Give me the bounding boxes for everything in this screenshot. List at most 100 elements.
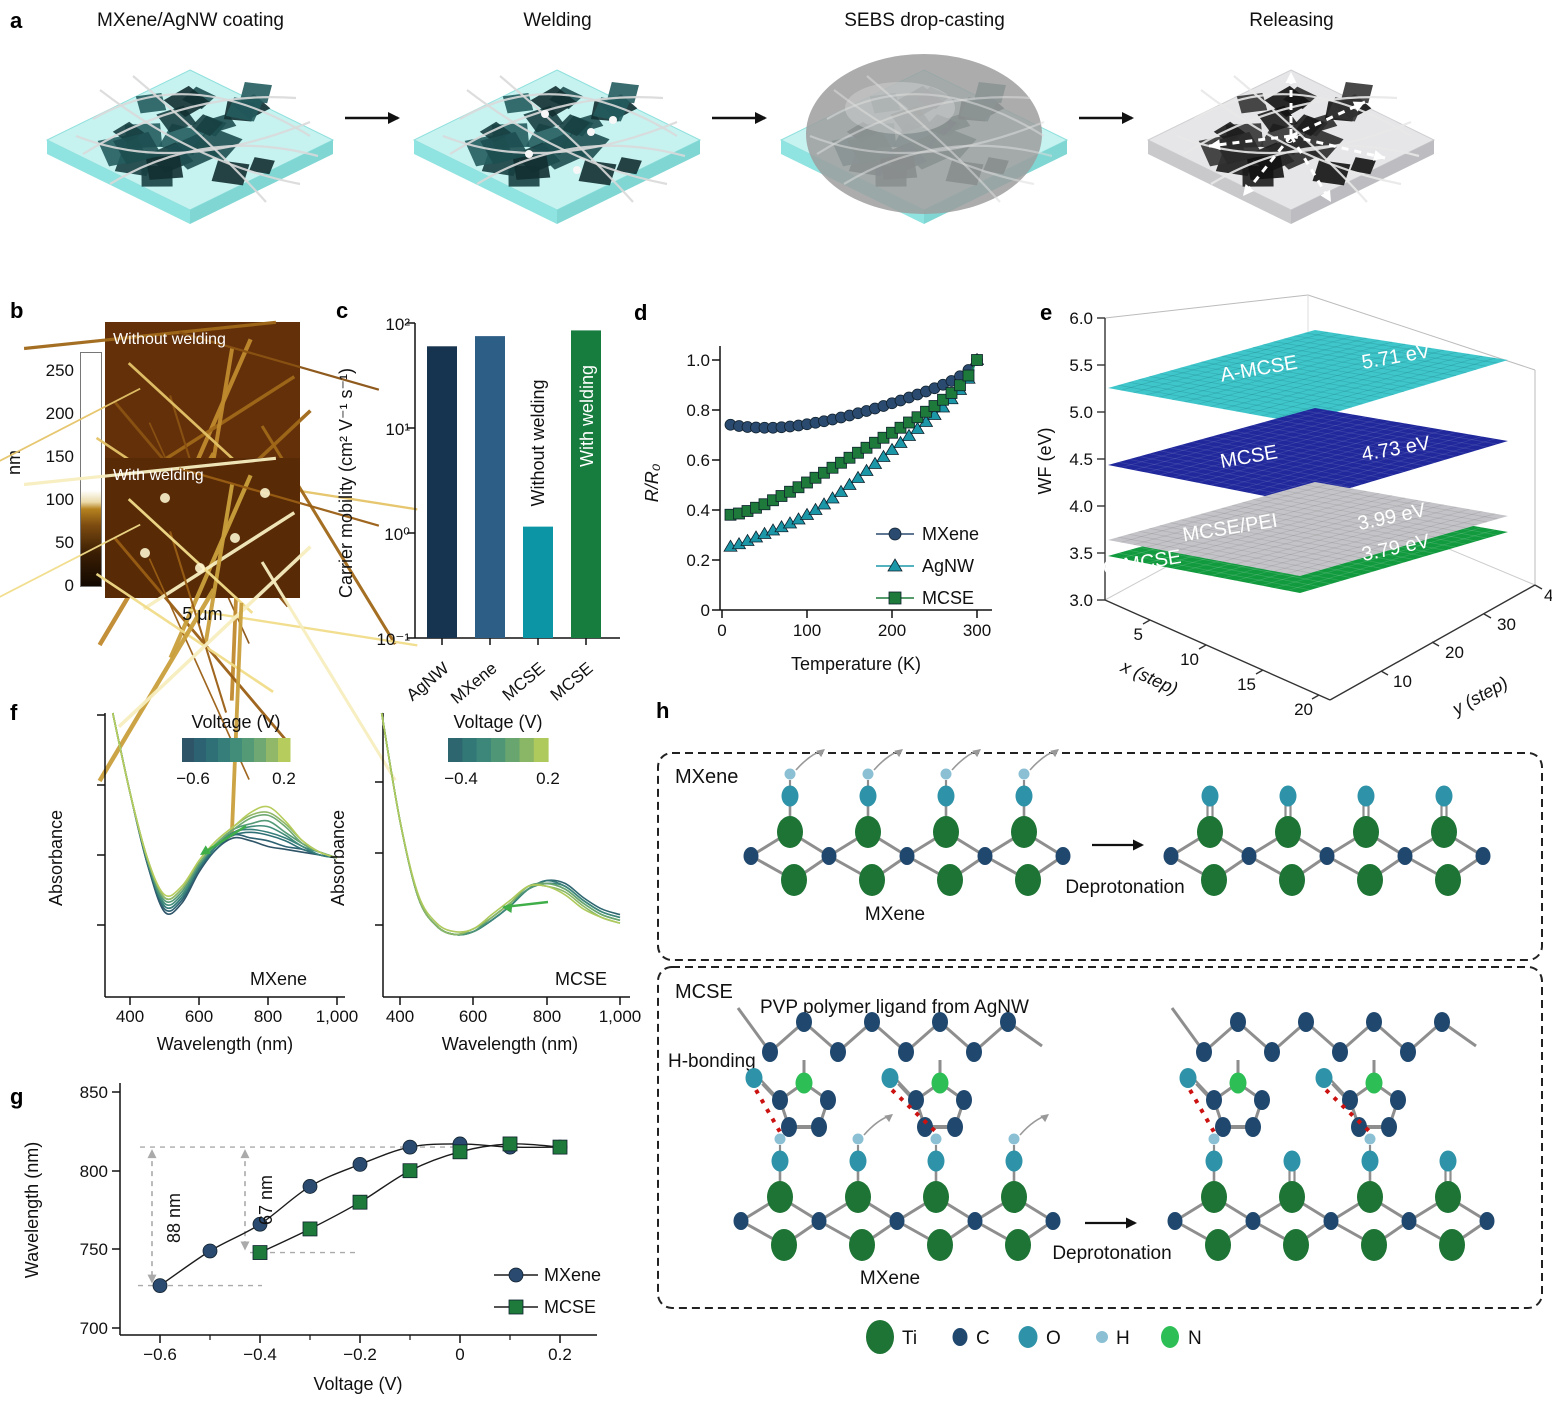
box1-process-label: Deprotonation: [1065, 877, 1184, 898]
d-xtick: 0: [717, 621, 726, 640]
f2-corner-label: MCSE: [555, 969, 607, 989]
c-ytick: 10⁰: [384, 525, 410, 544]
ti-atom-icon: [866, 1320, 894, 1354]
e-ztick: 4.5: [1069, 450, 1093, 469]
h-atom-icon: [1096, 1331, 1108, 1343]
g-ytick: 750: [80, 1240, 108, 1259]
afm-image-label: Without welding: [113, 331, 226, 348]
f1-xtick: 600: [185, 1007, 213, 1026]
afm-image-without-welding: Without welding: [0, 320, 418, 701]
afm-image-label: With welding: [113, 467, 204, 484]
afm-cbar-tick: 200: [45, 404, 74, 423]
resistance-temperature-chart: 1.0 0.8 0.6 0.4 0.2 0 0 100 200 300 Temp…: [642, 346, 992, 674]
e-xtick: 20: [1294, 700, 1313, 719]
e-ztick: 3.0: [1069, 591, 1093, 610]
pvp-label: PVP polymer ligand from AgNW: [760, 997, 1029, 1018]
panel-g-label: g: [10, 1084, 24, 1109]
e-ytick: 20: [1445, 643, 1464, 662]
step-title-coating: MXene/AgNW coating: [97, 10, 284, 31]
panel-a-label: a: [10, 8, 23, 33]
g-xtick: 0.2: [548, 1345, 572, 1364]
d-ytick: 0: [701, 601, 710, 620]
process-arrows: [345, 112, 1134, 124]
f1-ylabel: Absorbance: [46, 810, 66, 906]
f1-corner-label: MXene: [250, 969, 307, 989]
e-xlabel: x (step): [1117, 656, 1181, 699]
f1-cbar-max: 0.2: [272, 769, 296, 788]
mcse-box: [657, 966, 1543, 1309]
d-ylabel: R/R₀: [642, 463, 662, 502]
f2-xtick: 400: [386, 1007, 414, 1026]
c-ytick: 10²: [385, 315, 410, 334]
e-ztick: 3.5: [1069, 544, 1093, 563]
box1-tag: MXene: [675, 766, 738, 788]
ti-atom-label: Ti: [902, 1328, 917, 1349]
c-atom-label: C: [976, 1328, 990, 1349]
mxene-box: [657, 752, 1543, 961]
g-xlabel: Voltage (V): [313, 1374, 402, 1394]
f2-xtick: 600: [459, 1007, 487, 1026]
c-ytick: 10¹: [385, 420, 410, 439]
f1-xtick: 400: [116, 1007, 144, 1026]
hbonding-label: H-bonding: [668, 1051, 756, 1072]
afm-scale-label: 5 μm: [182, 604, 223, 624]
d-legend-mxene: MXene: [922, 524, 979, 544]
f2-ylabel: Absorbance: [328, 810, 348, 906]
e-ytick: 30: [1497, 615, 1516, 634]
e-surface-name-cmcse: C-MCSE: [1101, 546, 1182, 580]
f2-cbar-max: 0.2: [536, 769, 560, 788]
g-xtick: −0.2: [343, 1345, 377, 1364]
e-ztick: 6.0: [1069, 309, 1093, 328]
f1-cbar-min: −0.6: [176, 769, 210, 788]
box2-process-label: Deprotonation: [1052, 1243, 1171, 1264]
e-xtick: 15: [1237, 675, 1256, 694]
e-ytick: 40: [1544, 586, 1552, 605]
d-ytick: 0.8: [686, 401, 710, 420]
carrier-mobility-chart: 10² 10¹ 10⁰ 10⁻¹ Carrier mobility (cm² V…: [336, 315, 620, 708]
d-ytick: 0.4: [686, 501, 710, 520]
d-legend-agnw: AgNW: [922, 556, 974, 576]
e-ytick: 10: [1393, 672, 1412, 691]
scene-dropcasting-illustration: [779, 54, 1069, 224]
mechanism-diagram: MXene MCSE PVP polymer ligand from AgNW …: [657, 749, 1543, 1354]
o-atom-icon: [1018, 1326, 1038, 1348]
absorbance-chart-mcse: 400 600 800 1,000 Wavelength (nm) Absorb…: [328, 712, 641, 1054]
g-xtick: −0.4: [243, 1345, 277, 1364]
e-ztick: 5.0: [1069, 403, 1093, 422]
d-xtick: 100: [793, 621, 821, 640]
d-legend-mcse: MCSE: [922, 588, 974, 608]
g-annotation-67nm: 67 nm: [256, 1175, 276, 1225]
g-legend-mxene: MXene: [544, 1265, 601, 1285]
d-ytick: 0.2: [686, 551, 710, 570]
panel-e-label: e: [1040, 300, 1053, 325]
d-ytick: 1.0: [686, 351, 710, 370]
afm-colorbar: [80, 352, 102, 587]
e-ztick: 4.0: [1069, 497, 1093, 516]
box2-structure-label: MXene: [860, 1268, 920, 1289]
n-atom-icon: [1161, 1326, 1179, 1348]
afm-cbar-tick: 0: [64, 576, 74, 595]
step-title-welding: Welding: [523, 10, 592, 31]
afm-cbar-tick: 100: [45, 490, 74, 509]
h-atom-label: H: [1116, 1328, 1130, 1349]
e-xtick: 10: [1180, 650, 1199, 669]
g-ylabel: Wavelength (nm): [22, 1142, 42, 1278]
o-atom-label: O: [1046, 1328, 1061, 1349]
e-ztick: 5.5: [1069, 356, 1093, 375]
step-title-sebs: SEBS drop-casting: [844, 10, 1005, 31]
scene-welding-illustration: [412, 69, 702, 224]
scene-releasing-illustration: e⁻: [1146, 69, 1436, 224]
f2-colorbar-title: Voltage (V): [453, 712, 542, 732]
afm-cbar-tick: 50: [55, 533, 74, 552]
step-title-releasing: Releasing: [1249, 10, 1334, 31]
box1-structure-label: MXene: [865, 904, 925, 925]
box2-tag: MCSE: [675, 981, 733, 1003]
wavelength-voltage-chart: 850 800 750 700 −0.6 −0.4 −0.2 0 0.2 Wav…: [22, 1083, 601, 1394]
scene-coating-illustration: [45, 69, 335, 224]
d-xtick: 200: [878, 621, 906, 640]
f1-xtick: 800: [254, 1007, 282, 1026]
c-atom-icon: [952, 1328, 968, 1346]
panel-c-label: c: [336, 298, 349, 323]
afm-image-with-welding: With welding: [0, 456, 418, 837]
